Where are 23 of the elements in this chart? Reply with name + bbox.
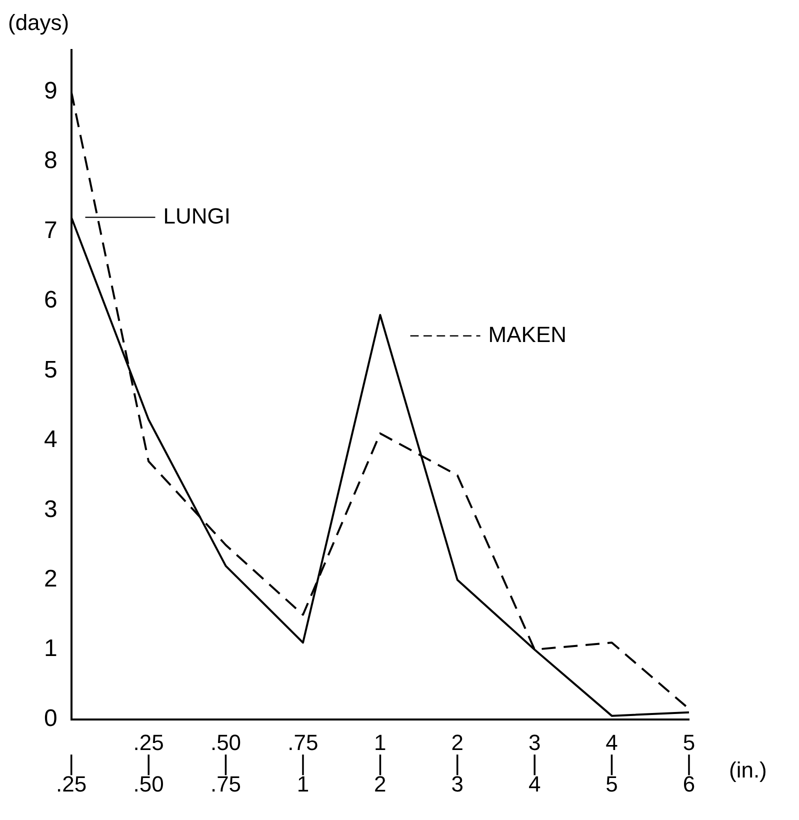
y-tick-label: 6 [44, 286, 58, 314]
x-tick-label: 5 | 6 [682, 730, 696, 797]
legend-label: MAKEN [488, 322, 567, 347]
y-tick-label: 1 [44, 635, 58, 662]
y-tick-label: 0 [44, 704, 58, 732]
y-axis-title: (days) [8, 10, 70, 35]
x-tick-label: .75 | 1 [288, 730, 318, 797]
y-tick-label: 8 [44, 147, 58, 174]
x-tick-label: .25 | .50 [133, 730, 164, 797]
y-tick-label: 4 [44, 426, 58, 454]
y-tick-label: 2 [44, 565, 58, 592]
x-tick-label: 4 | 5 [606, 730, 618, 797]
y-tick-label: 5 [44, 356, 58, 384]
x-tick-label: 1 | 2 [374, 730, 386, 797]
y-tick-label: 9 [44, 77, 58, 104]
y-tick-label: 7 [44, 216, 58, 244]
y-tick-label: 3 [44, 496, 58, 523]
x-tick-label: .50 | .75 [210, 730, 242, 797]
x-tick-label: | .25 [56, 750, 87, 797]
x-tick-label: 2 | 3 [451, 730, 464, 797]
x-axis-title: (in.) [729, 757, 767, 782]
legend-label: LUNGI [163, 203, 230, 228]
x-tick-label: 3 | 4 [528, 730, 541, 797]
